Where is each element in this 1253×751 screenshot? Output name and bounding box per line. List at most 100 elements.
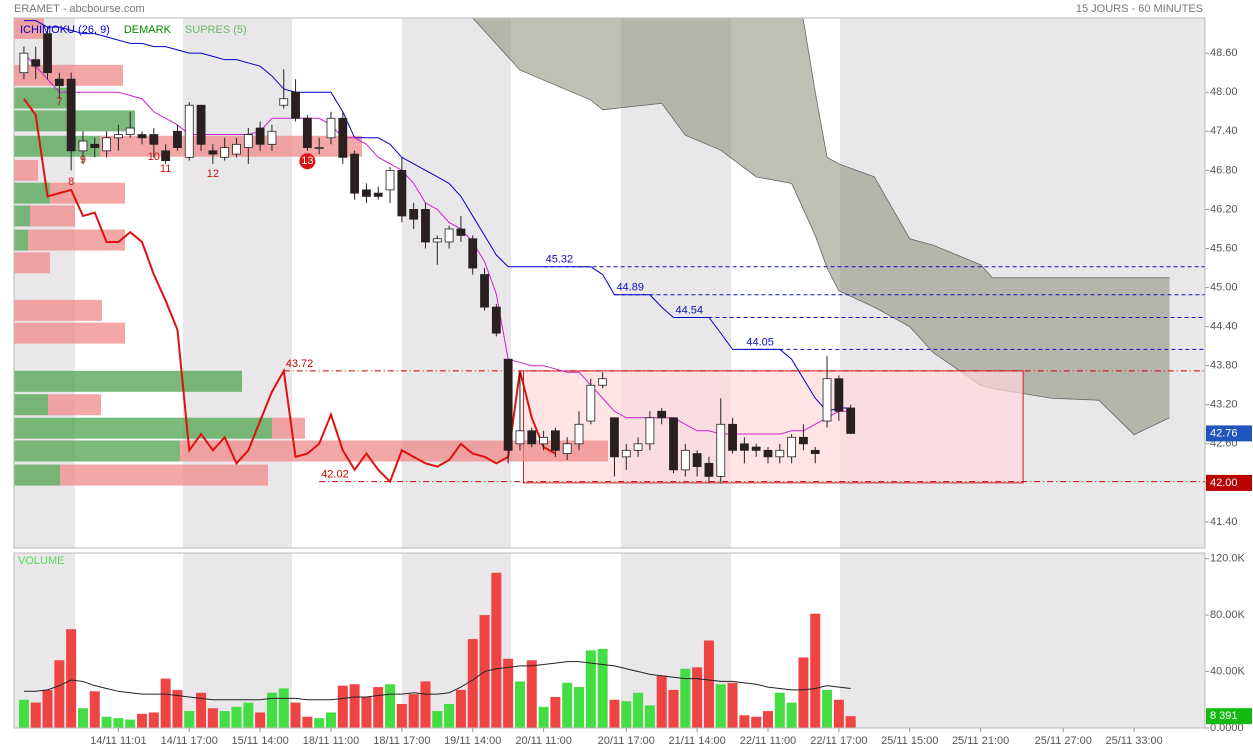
- profile-up: [14, 394, 48, 416]
- y-tick-label: 120.0K: [1210, 553, 1246, 565]
- volume-bar: [420, 681, 431, 728]
- volume-bar: [184, 711, 195, 728]
- candle-body: [161, 150, 171, 161]
- profile-up: [14, 182, 50, 204]
- volume-bar: [89, 691, 100, 728]
- volume-bar: [361, 696, 372, 728]
- candle-body: [397, 169, 407, 217]
- candle-body: [362, 189, 371, 197]
- volume-bar: [172, 689, 183, 728]
- x-tick-label: 18/11 17:00: [373, 735, 430, 747]
- candle-body: [243, 134, 253, 148]
- candle-body: [255, 127, 265, 145]
- y-tick-label: 40.00K: [1210, 665, 1246, 677]
- volume-bar: [585, 650, 596, 728]
- volume-bar: [219, 711, 230, 728]
- price-tag: [1206, 708, 1252, 725]
- profile-down: [50, 182, 125, 204]
- profile-down: [14, 159, 38, 181]
- volume-bar: [101, 716, 112, 728]
- candle-body: [279, 98, 289, 106]
- level-label: 44.05: [746, 336, 774, 348]
- volume-bar: [77, 708, 88, 728]
- x-tick-label: 25/11 21:00: [952, 735, 1009, 747]
- legend-entry: ICHIMOKU (26, 9): [20, 24, 110, 36]
- axes: 41.4042.0042.6043.2043.8044.4045.0045.60…: [13, 17, 1246, 747]
- volume-bar: [373, 687, 384, 728]
- profile-down: [14, 299, 102, 321]
- x-tick-label: 25/11 33:00: [1105, 735, 1162, 747]
- candle-body: [338, 117, 348, 158]
- y-tick-label: 48.00: [1210, 86, 1238, 98]
- candle-body: [716, 423, 726, 477]
- level-label: 44.54: [676, 304, 704, 316]
- demark-label: 8: [68, 176, 74, 188]
- candle-body: [739, 443, 749, 451]
- candle-body: [491, 306, 501, 334]
- profile-up: [14, 205, 30, 227]
- volume-bar: [692, 667, 703, 728]
- price-plot: [14, 18, 1205, 486]
- volume-plot: [18, 572, 856, 728]
- price-tag-label: 42.76: [1210, 427, 1238, 439]
- candle-body: [775, 449, 785, 458]
- price-tag: [1206, 474, 1252, 491]
- volume-bar: [278, 688, 289, 728]
- candle-body: [633, 443, 643, 451]
- price-tag-label: 8 391: [1210, 710, 1238, 722]
- x-tick-label: 25/11 15:00: [881, 735, 938, 747]
- candle-body: [834, 378, 844, 412]
- candle-body: [657, 410, 667, 419]
- volume-bar: [18, 699, 29, 728]
- volume-bar: [137, 713, 148, 728]
- volume-bar: [125, 719, 136, 728]
- y-tick-label: 44.40: [1210, 321, 1238, 333]
- candle-body: [196, 104, 206, 145]
- level-label: 45.32: [546, 254, 574, 266]
- profile-up: [14, 464, 60, 486]
- volume-bar: [325, 712, 336, 728]
- candle-body: [562, 443, 572, 454]
- volume-bar: [633, 692, 644, 728]
- candle-body: [314, 147, 324, 149]
- candle-body: [669, 417, 678, 471]
- candle-body: [692, 453, 702, 468]
- candle-body: [291, 91, 300, 119]
- line: [23, 52, 851, 435]
- x-tick-label: 21/11 14:00: [668, 735, 725, 747]
- volume-bar: [668, 689, 679, 728]
- volume-bar: [621, 701, 632, 728]
- volume-bar: [703, 640, 714, 728]
- candle-body: [728, 423, 737, 451]
- profile-down: [28, 229, 125, 251]
- volume-bar: [337, 685, 348, 728]
- volume-bar: [396, 704, 407, 728]
- candle-body: [421, 209, 430, 243]
- legend-entry: SUPRES (5): [185, 24, 247, 36]
- volume-bar: [243, 702, 254, 728]
- candle-body: [527, 430, 537, 445]
- volume-bar: [680, 668, 691, 728]
- candle-body: [350, 153, 360, 194]
- volume-bar: [538, 706, 549, 728]
- volume-bar: [727, 682, 738, 728]
- volume-bar: [491, 572, 502, 728]
- candle-body: [515, 430, 525, 445]
- y-tick-label: 46.20: [1210, 203, 1238, 215]
- volume-bar: [739, 715, 750, 728]
- candle-body: [680, 449, 690, 471]
- y-tick-label: 48.60: [1210, 47, 1238, 59]
- candle-body: [208, 150, 218, 155]
- x-tick-label: 20/11 11:00: [515, 735, 571, 747]
- cloud-fill: [472, 18, 1170, 435]
- profile-down: [14, 252, 50, 274]
- candle-body: [704, 462, 714, 477]
- volume-bar: [231, 706, 242, 728]
- volume-bar: [798, 657, 809, 728]
- volume-title: VOLUME: [18, 555, 64, 567]
- candle-body: [763, 449, 773, 458]
- y-tick-label: 0.0000: [1210, 722, 1244, 734]
- title: ERAMET - abcbourse.com: [14, 3, 145, 15]
